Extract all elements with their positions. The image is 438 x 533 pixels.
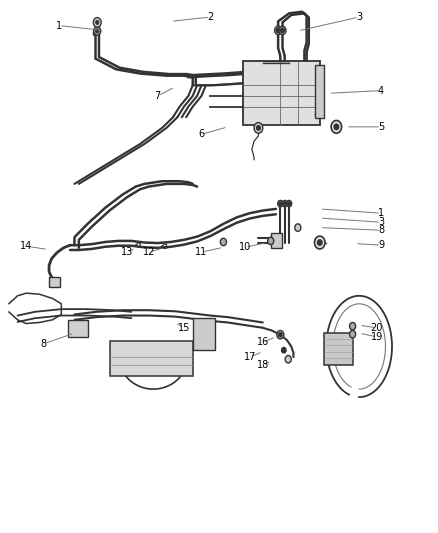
Text: 1: 1 — [378, 208, 384, 218]
Circle shape — [279, 26, 286, 35]
Circle shape — [268, 237, 274, 245]
Circle shape — [334, 124, 339, 130]
FancyBboxPatch shape — [271, 233, 282, 248]
Circle shape — [254, 123, 263, 133]
Circle shape — [277, 330, 284, 339]
Circle shape — [314, 236, 325, 249]
Circle shape — [93, 18, 101, 27]
Circle shape — [350, 330, 356, 338]
FancyBboxPatch shape — [68, 320, 88, 337]
Text: 13: 13 — [121, 247, 133, 257]
Text: 14: 14 — [20, 241, 32, 251]
Text: 12: 12 — [143, 247, 155, 257]
FancyBboxPatch shape — [193, 318, 215, 350]
Circle shape — [94, 27, 101, 35]
Text: 4: 4 — [378, 86, 384, 95]
Text: 9: 9 — [378, 240, 384, 250]
Text: 19: 19 — [371, 332, 383, 342]
Text: 17: 17 — [244, 352, 256, 362]
Text: 20: 20 — [371, 323, 383, 333]
Text: 11: 11 — [195, 247, 208, 257]
Circle shape — [286, 200, 292, 207]
Text: 3: 3 — [378, 217, 384, 227]
Circle shape — [95, 29, 99, 33]
Circle shape — [257, 126, 260, 130]
Text: 10: 10 — [239, 243, 251, 252]
Circle shape — [285, 356, 291, 363]
Circle shape — [283, 202, 286, 205]
Circle shape — [278, 200, 283, 207]
Text: 2: 2 — [207, 12, 213, 22]
Text: 5: 5 — [378, 122, 384, 132]
FancyBboxPatch shape — [243, 61, 320, 125]
Text: 16: 16 — [257, 337, 269, 347]
Circle shape — [279, 202, 282, 205]
Text: 6: 6 — [198, 130, 205, 139]
Circle shape — [279, 333, 282, 337]
Circle shape — [318, 240, 322, 245]
Circle shape — [282, 200, 287, 207]
Circle shape — [281, 28, 284, 33]
Circle shape — [95, 20, 99, 25]
Text: 18: 18 — [257, 360, 269, 370]
Text: 1: 1 — [56, 21, 62, 30]
Text: 7: 7 — [155, 91, 161, 101]
Circle shape — [295, 224, 301, 231]
Circle shape — [276, 28, 280, 33]
Circle shape — [350, 322, 356, 330]
Circle shape — [275, 26, 282, 35]
FancyBboxPatch shape — [49, 277, 60, 287]
FancyBboxPatch shape — [315, 65, 324, 118]
Circle shape — [220, 238, 226, 246]
Circle shape — [282, 348, 286, 353]
Circle shape — [288, 202, 290, 205]
Circle shape — [331, 120, 342, 133]
Text: 8: 8 — [41, 339, 47, 349]
Text: 3: 3 — [356, 12, 362, 22]
FancyBboxPatch shape — [324, 333, 353, 365]
FancyBboxPatch shape — [110, 341, 193, 376]
Text: 8: 8 — [378, 225, 384, 235]
Text: 15: 15 — [178, 323, 190, 333]
